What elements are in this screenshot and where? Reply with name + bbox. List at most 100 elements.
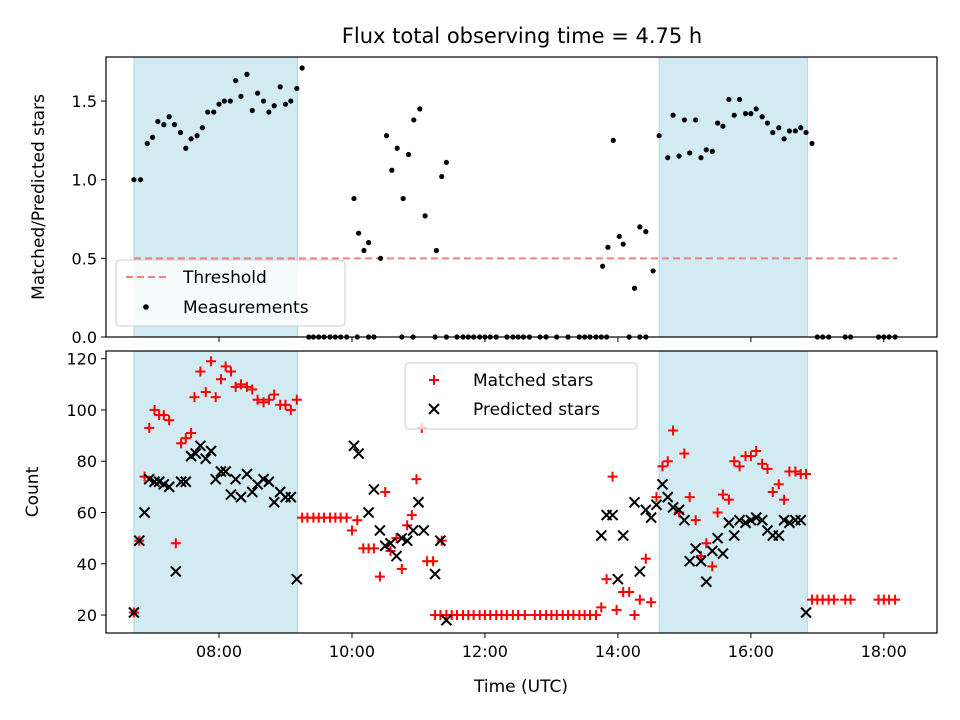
measurement-point <box>610 137 616 143</box>
measurement-point <box>356 230 362 236</box>
matched-star-point <box>601 574 612 585</box>
top-y-tick-label: 1.0 <box>72 171 97 190</box>
measurement-point <box>389 167 395 173</box>
bottom-y-tick-label: 100 <box>66 401 97 420</box>
predicted-star-point <box>348 440 360 452</box>
top-y-tick-label: 1.5 <box>72 92 97 111</box>
matched-star-point <box>346 525 357 536</box>
matched-star-point <box>611 604 622 615</box>
matched-star-point <box>779 494 790 505</box>
matched-star-point <box>352 515 363 526</box>
matched-star-point <box>189 392 200 403</box>
matched-star-point <box>634 594 645 605</box>
matched-star-point <box>707 561 718 572</box>
x-tick-label: 16:00 <box>728 642 774 661</box>
predicted-star-point <box>800 606 812 619</box>
measurement-point <box>792 128 798 134</box>
measurement-point <box>650 268 656 274</box>
measurement-point <box>383 133 390 139</box>
measurement-point <box>400 195 406 202</box>
measurement-point <box>776 125 782 131</box>
matched-star-point <box>406 510 417 521</box>
measurement-point <box>299 65 305 71</box>
matched-star-point <box>679 448 690 459</box>
predicted-star-point <box>200 452 212 465</box>
matched-star-point <box>200 387 211 398</box>
matched-star-point <box>206 356 217 367</box>
predicted-star-point <box>689 542 702 555</box>
predicted-star-point <box>662 491 674 503</box>
measurement-point <box>709 148 715 154</box>
predicted-star-point <box>673 504 685 516</box>
x-tick-label: 10:00 <box>329 642 375 661</box>
predicted-star-point <box>728 529 740 542</box>
top-y-axis-label: Matched/Predicted stars <box>29 94 49 300</box>
measurement-point <box>171 122 178 128</box>
predicted-star-point <box>163 481 175 493</box>
measurement-point <box>731 112 737 118</box>
measurement-point <box>809 140 815 147</box>
matched-star-point <box>225 366 236 377</box>
matched-star-point <box>368 543 379 554</box>
matched-star-point <box>751 445 762 456</box>
matched-star-point <box>252 394 263 405</box>
measurement-point <box>681 117 687 123</box>
matched-star-point <box>230 381 241 392</box>
legend-measurements-swatch <box>143 304 149 310</box>
legend-predicted-label: Predicted stars <box>473 400 600 420</box>
legend-predicted-swatch <box>428 403 440 415</box>
matched-star-point <box>712 507 723 518</box>
matched-star-point <box>801 469 812 480</box>
measurement-point <box>144 140 150 147</box>
predicted-star-point <box>667 501 679 514</box>
measurement-point <box>149 134 156 140</box>
top-shaded-band-2 <box>658 56 808 338</box>
predicted-star-point <box>783 517 796 529</box>
measurement-point <box>205 109 211 115</box>
measurement-point <box>271 103 277 109</box>
predicted-star-point <box>645 511 657 524</box>
matched-star-point <box>247 384 258 395</box>
matched-star-point <box>149 404 160 415</box>
predicted-star-point <box>374 524 386 537</box>
measurement-point <box>161 122 167 128</box>
measurement-point <box>277 84 283 90</box>
predicted-star-point <box>412 496 425 508</box>
predicted-star-point <box>229 473 242 485</box>
predicted-star-point <box>733 514 746 526</box>
matched-star-point <box>385 545 396 556</box>
matched-star-point <box>651 492 662 503</box>
measurement-point <box>233 77 239 84</box>
matched-star-point <box>657 461 668 472</box>
matched-star-point <box>280 399 291 410</box>
legend-threshold-label: Threshold <box>182 268 267 288</box>
measurement-point <box>166 114 172 120</box>
bottom-shaded-band-2 <box>658 350 808 634</box>
bottom-legend: Matched stars Predicted stars <box>404 362 638 430</box>
measurement-point <box>183 145 189 151</box>
measurement-point <box>260 98 267 104</box>
measurement-point <box>288 98 294 104</box>
measurement-point <box>803 129 809 136</box>
predicted-star-point <box>700 576 713 588</box>
x-axis-label: Time (UTC) <box>473 677 568 697</box>
predicted-star-point <box>628 496 641 508</box>
predicted-star-point <box>352 447 365 460</box>
matched-star-point <box>291 394 302 405</box>
predicted-star-point <box>595 529 607 542</box>
legend-matched-swatch <box>429 375 439 385</box>
matched-star-point <box>519 610 530 621</box>
matched-star-point <box>186 428 197 439</box>
predicted-star-point <box>723 517 735 529</box>
top-legend-box <box>115 259 346 327</box>
matched-star-point <box>396 563 407 574</box>
measurement-point <box>266 109 272 115</box>
measurement-point <box>720 123 726 129</box>
matched-star-point <box>757 458 768 469</box>
matched-star-point <box>380 487 391 497</box>
matched-star-point <box>717 489 728 500</box>
matched-star-point <box>411 474 422 485</box>
predicted-star-point <box>606 509 619 521</box>
legend-matched-label: Matched stars <box>473 371 593 391</box>
